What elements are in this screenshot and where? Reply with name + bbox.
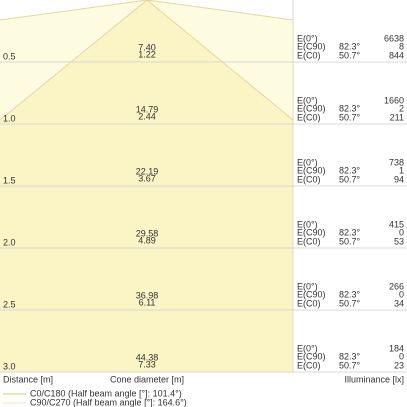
label-e0: E(0°) [297, 343, 318, 353]
angle-c90: 82.3° [339, 165, 361, 175]
label-e0: E(0°) [297, 281, 318, 291]
angle-c90: 82.3° [339, 41, 361, 51]
footer-diameter: Cone diameter [m] [110, 374, 184, 384]
label-e0: E(0°) [297, 95, 318, 105]
angle-c0: 50.7° [339, 236, 361, 246]
value-e0: 184 [389, 343, 404, 353]
angle-c0: 50.7° [339, 174, 361, 184]
value-ec0: 94 [394, 174, 404, 184]
value-ec0: 53 [394, 236, 404, 246]
diameter-c90: 36.98 [136, 290, 159, 300]
value-e0: 6638 [384, 33, 404, 43]
legend-text: C0/C180 (Half beam angle [°]: 101.4°) [30, 388, 182, 398]
legend-text: C90/C270 (Half beam angle [°]: 164.6°) [30, 397, 187, 407]
diameter-c90: 14.79 [136, 104, 159, 114]
footer-distance: Distance [m] [3, 374, 53, 384]
label-ec90: E(C90) [297, 103, 326, 113]
label-ec90: E(C90) [297, 165, 326, 175]
label-e0: E(0°) [297, 157, 318, 167]
value-e0: 1660 [384, 95, 404, 105]
value-ec90: 0 [399, 227, 404, 237]
rows: 0.5 7.401.22 E(0°) 6638 E(C90) 82.3° 8 E(C0) 50.… [0, 33, 407, 373]
diameter-c0: 2.44 [138, 111, 156, 121]
distance: 1.5 [3, 175, 16, 185]
value-ec90: 8 [399, 41, 404, 51]
angle-c90: 82.3° [339, 103, 361, 113]
diameter-c90: 22.19 [136, 166, 159, 176]
angle-c0: 50.7° [339, 112, 361, 122]
distance: 0.5 [3, 51, 16, 61]
distance: 1.0 [3, 113, 16, 123]
label-e0: E(0°) [297, 33, 318, 43]
label-e0: E(0°) [297, 219, 318, 229]
value-ec0: 34 [394, 298, 404, 308]
diameter-c0: 3.67 [138, 173, 156, 183]
value-ec90: 2 [399, 103, 404, 113]
diameter-c90: 29.58 [136, 228, 159, 238]
diameter-c0: 7.33 [138, 359, 156, 369]
value-e0: 415 [389, 219, 404, 229]
angle-c0: 50.7° [339, 360, 361, 370]
value-ec90: 1 [399, 165, 404, 175]
label-ec90: E(C90) [297, 41, 326, 51]
label-ec90: E(C90) [297, 351, 326, 361]
angle-c90: 82.3° [339, 351, 361, 361]
diameter-c0: 6.11 [139, 297, 156, 307]
value-e0: 738 [389, 157, 404, 167]
footer-illuminance: Illuminance [lx] [344, 374, 404, 384]
label-ec0: E(C0) [297, 112, 321, 122]
value-ec90: 0 [399, 289, 404, 299]
label-ec0: E(C0) [297, 298, 321, 308]
distance: 2.0 [3, 237, 16, 247]
diameter-c0: 4.89 [138, 235, 156, 245]
label-ec0: E(C0) [297, 236, 321, 246]
angle-c90: 82.3° [339, 227, 361, 237]
angle-c0: 50.7° [339, 50, 361, 60]
diameter-c90: 44.38 [136, 352, 159, 362]
narrow-cone-edge [0, 0, 294, 121]
value-ec0: 23 [394, 360, 404, 370]
value-ec0: 211 [390, 112, 404, 122]
label-ec0: E(C0) [297, 50, 321, 60]
distance: 2.5 [3, 299, 16, 309]
angle-c0: 50.7° [339, 298, 361, 308]
value-ec0: 844 [389, 50, 404, 60]
distance: 3.0 [3, 361, 16, 371]
wide-cone-edge [0, 0, 294, 21]
label-ec90: E(C90) [297, 289, 326, 299]
diameter-c90: 7.40 [138, 42, 156, 52]
label-ec0: E(C0) [297, 174, 321, 184]
diameter-c0: 1.22 [138, 49, 156, 59]
value-e0: 266 [389, 281, 404, 291]
label-ec90: E(C90) [297, 227, 326, 237]
value-ec90: 0 [399, 351, 404, 361]
label-ec0: E(C0) [297, 360, 321, 370]
angle-c90: 82.3° [339, 289, 361, 299]
